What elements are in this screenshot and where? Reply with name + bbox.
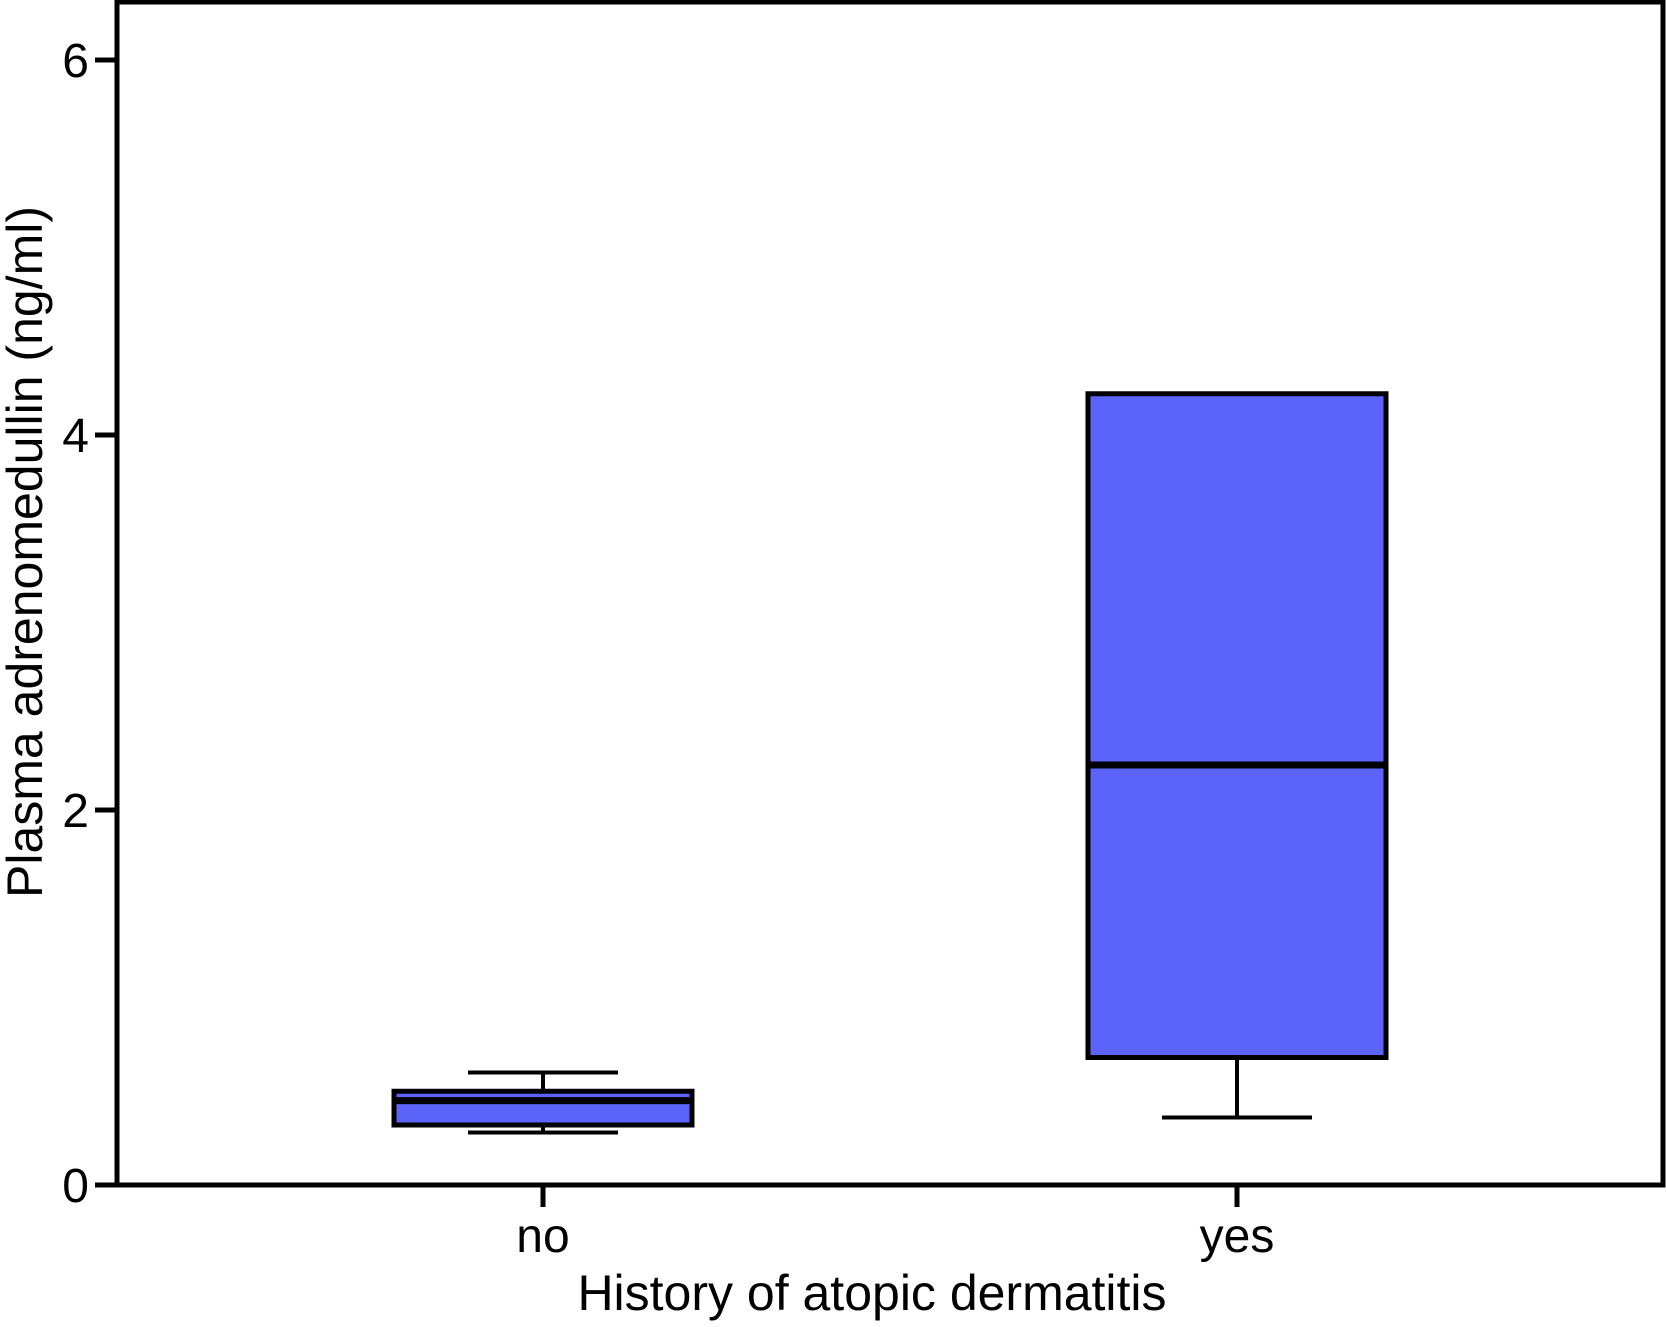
plot-frame — [114, 0, 1666, 1188]
iqr-box — [391, 1088, 695, 1128]
y-tick-label: 0 — [62, 1160, 89, 1213]
y-axis-ticks: 0 2 4 6 — [62, 35, 117, 1213]
box-series — [391, 391, 1389, 1135]
x-axis-ticks: no yes — [516, 1185, 1274, 1263]
x-tick-label-no: no — [516, 1210, 569, 1263]
y-tick-label: 4 — [62, 410, 89, 463]
y-tick-label: 2 — [62, 785, 89, 838]
box-group-yes — [1085, 391, 1389, 1120]
iqr-box — [1085, 391, 1389, 1060]
y-tick-label: 6 — [62, 35, 89, 88]
x-tick-label-yes: yes — [1200, 1210, 1275, 1263]
y-axis-title: Plasma adrenomedullin (ng/ml) — [0, 206, 53, 898]
x-axis-title: History of atopic dermatitis — [577, 1265, 1166, 1321]
box-group-no — [391, 1070, 695, 1135]
